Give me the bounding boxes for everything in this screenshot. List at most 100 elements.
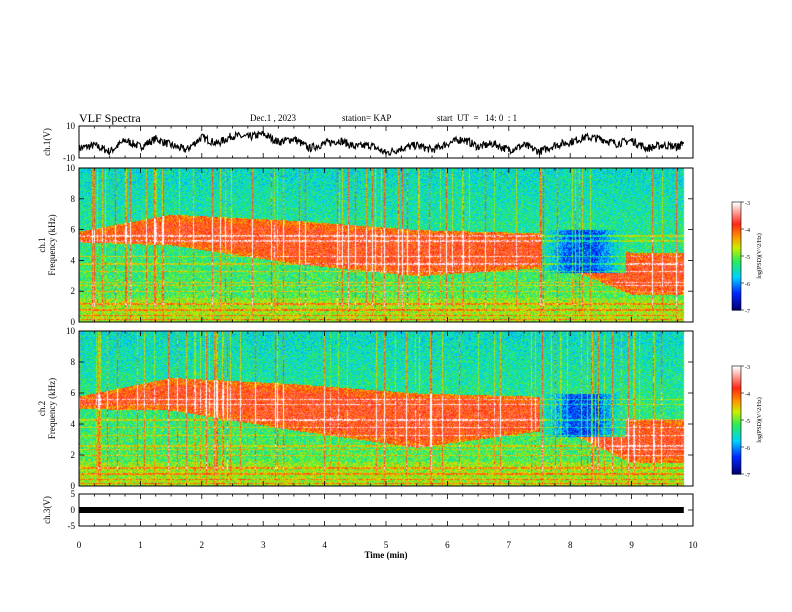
ch2-colorbar-swatch [732, 373, 741, 376]
ch1-colorbar-label: log(PSD)(V^2/Hz) [756, 233, 763, 278]
ch2-colorbar-swatch [732, 441, 741, 444]
ch2-colorbar-swatch [732, 371, 741, 374]
ch2-colorbar-swatch [732, 452, 741, 455]
ch1-spec-ytick-label: 0 [71, 317, 76, 327]
ch2-colorbar-swatch [732, 425, 741, 428]
ch2-colorbar-swatch [732, 387, 741, 390]
ch2-colorbar-swatch [732, 461, 741, 464]
ch1-colorbar-swatch [732, 241, 741, 244]
ch1-colorbar-swatch [732, 232, 741, 235]
ch2-colorbar-swatch [732, 456, 741, 459]
ch1-colorbar-swatch [732, 205, 741, 208]
ch1-colorbar-swatch [732, 277, 741, 280]
ch1-colorbar-swatch [732, 288, 741, 291]
ch2-colorbar-swatch [732, 384, 741, 387]
date-label: Dec.1 , 2023 [250, 113, 296, 123]
ch2-colorbar-swatch [732, 416, 741, 419]
ch1-colorbar-swatch [732, 256, 741, 259]
ch2-colorbar-swatch [732, 439, 741, 443]
ch2-colorbar-swatch [732, 382, 741, 385]
ch2-colorbar-swatch [732, 376, 741, 380]
ch1-colorbar-swatch [732, 272, 741, 275]
ch1-colorbar-swatch [732, 268, 741, 271]
ch1-spec-ytick-label: 8 [71, 194, 76, 204]
ch2-colorbar-swatch [732, 393, 741, 396]
ch1-colorbar-tick-label: -6 [745, 282, 750, 288]
ch2-colorbar-swatch [732, 472, 741, 475]
ch2-colorbar-swatch [732, 466, 741, 470]
chart-title: VLF Spectra [79, 111, 141, 125]
ch1-waveform-line [78, 130, 685, 156]
ch2-spec-ytick-label: 10 [66, 326, 76, 336]
ch1-ylabel: ch.1(V) [42, 128, 52, 156]
ch1-colorbar-swatch [732, 248, 741, 252]
ch2-colorbar-label-text: log(PSD)(V^2/Hz) [756, 397, 763, 442]
ch1-spectrogram [79, 168, 693, 322]
ch1-colorbar-swatch [732, 299, 741, 302]
start-time-label: start UT = 14: 0 : 1 [437, 113, 518, 123]
ch2-colorbar-tick-label: -5 [745, 419, 750, 425]
ch2-colorbar-swatch [732, 470, 741, 473]
ch1-colorbar-swatch [732, 252, 741, 255]
time-tick-label: 2 [200, 540, 205, 550]
ch2-colorbar-swatch [732, 385, 741, 389]
ch1-colorbar-swatch [732, 223, 741, 226]
ch2-colorbar-swatch [732, 375, 741, 378]
ch2-colorbar-swatch [732, 445, 741, 448]
ch1-colorbar-swatch [732, 245, 741, 248]
ch2-spec-ytick-label: 8 [71, 357, 76, 367]
ch1-colorbar-swatch [732, 261, 741, 264]
ch1-spec-ylabel: ch.1 Frequency (kHz) [37, 214, 57, 275]
ch2-colorbar-swatch [732, 409, 741, 412]
ch2-colorbar-tick-label: -6 [745, 446, 750, 452]
ch1-colorbar-swatch [732, 259, 741, 262]
ch1-colorbar-swatch [732, 286, 741, 289]
ch1-colorbar-swatch [732, 295, 741, 298]
ch1-ytick-label: -10 [63, 153, 75, 163]
ch1-colorbar-swatch [732, 292, 741, 295]
ch1-colorbar-swatch [732, 207, 741, 210]
ch1-ytick-label: 10 [66, 121, 76, 131]
ch1-colorbar-swatch [732, 202, 741, 205]
ch3-signal-band [79, 507, 684, 513]
ch2-colorbar-swatch [732, 407, 741, 410]
ch1-spec-ytick-label: 6 [71, 225, 76, 235]
ch1-colorbar-swatch [732, 216, 741, 219]
ch1-colorbar-swatch [732, 229, 741, 232]
ch1-colorbar-swatch [732, 306, 741, 309]
ch2-colorbar-swatch [732, 418, 741, 421]
ch1-colorbar-swatch [732, 281, 741, 284]
ch2-spectrogram-canvas [79, 331, 693, 486]
ch2-colorbar-swatch [732, 465, 741, 468]
ch2-colorbar-swatch [732, 405, 741, 408]
ch1-colorbar-swatch [732, 297, 741, 300]
ch1-colorbar-swatch [732, 270, 741, 273]
ch2-colorbar-swatch [732, 434, 741, 437]
ch2-colorbar-swatch [732, 369, 741, 372]
ch2-colorbar-swatch [732, 423, 741, 426]
ch2-colorbar-swatch [732, 420, 741, 423]
ch2-colorbar-swatch [732, 430, 741, 434]
ch2-colorbar-swatch [732, 429, 741, 432]
ch1-colorbar-swatch [732, 302, 741, 306]
ch1-colorbar-swatch [732, 227, 741, 230]
ch2-colorbar-swatch [732, 411, 741, 414]
ch2-colorbar-label: log(PSD)(V^2/Hz) [756, 397, 763, 442]
ch1-colorbar-swatch [732, 243, 741, 246]
ch1-colorbar-swatch [732, 247, 741, 250]
ch1-colorbar-swatch [732, 212, 741, 216]
ch3-ytick-label: 0 [71, 505, 76, 515]
time-tick-label: 7 [507, 540, 512, 550]
ch3-ytick-label: 5 [71, 489, 76, 499]
ch2-spec-ytick-label: 0 [71, 481, 76, 491]
ch1-colorbar-swatch [732, 236, 741, 239]
ch1-spec-ylabel-line: Frequency (kHz) [47, 214, 57, 275]
ch1-colorbar-swatch [732, 203, 741, 207]
ch1-colorbar-tick-label: -5 [745, 255, 750, 261]
ch2-colorbar-swatch [732, 402, 741, 405]
ch2-colorbar-swatch [732, 380, 741, 383]
ch2-colorbar-swatch [732, 394, 741, 398]
ch2-spec-ytick-label: 2 [71, 450, 76, 460]
time-tick-label: 4 [322, 540, 327, 550]
ch2-spec-ylabel: ch.2 Frequency (kHz) [37, 378, 57, 439]
